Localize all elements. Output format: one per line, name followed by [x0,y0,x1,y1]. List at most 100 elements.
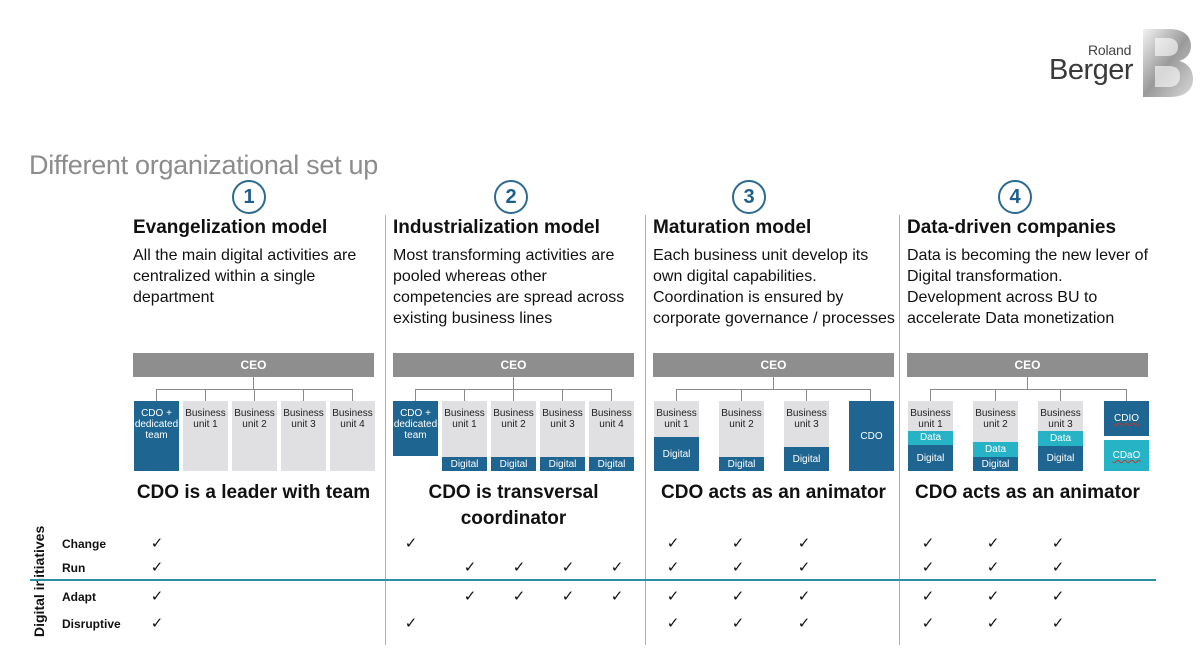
checkmark-icon: ✓ [1051,588,1065,605]
digital-box: Digital [491,457,536,471]
checkmark-icon: ✓ [986,588,1000,605]
checkmark-icon: ✓ [561,588,575,605]
model-title-3: Maturation model [653,217,812,238]
connector [562,389,563,401]
checkmark-icon: ✓ [150,559,164,576]
connector [464,389,465,401]
connector [1060,389,1061,401]
checkmark-icon: ✓ [986,615,1000,632]
cdio-box: CDIO [1104,401,1149,436]
column-separator-3 [899,215,900,645]
column-separator-1 [385,215,386,645]
checkmark-icon: ✓ [666,559,680,576]
checkmark-icon: ✓ [610,588,624,605]
ceo-bar-4: CEO [907,353,1148,377]
model-title-4: Data-driven companies [907,217,1117,238]
checkmark-icon: ✓ [666,535,680,552]
connector [995,389,996,401]
business-unit-box: Business unit 2 [232,401,277,471]
checkmark-icon: ✓ [986,535,1000,552]
checkmark-icon: ✓ [921,535,935,552]
checkmark-icon: ✓ [512,559,526,576]
connector [513,389,514,401]
connector [741,389,742,401]
logo-b-icon [1143,29,1193,97]
caption-1: CDO is a leader with team [136,482,371,503]
digital-box: Digital [442,457,487,471]
digital-box: Digital [540,457,585,471]
checkmark-icon: ✓ [666,615,680,632]
business-unit-box: Business unit 3 [1038,401,1083,431]
digital-box: Digital [784,447,829,471]
column-separator-2 [645,215,646,645]
business-unit-box: Business unit 1 [908,401,953,431]
connector [253,377,254,389]
checkmark-icon: ✓ [404,615,418,632]
digital-initiatives-label: Digital initiatives [31,525,47,637]
business-unit-box: Business unit 3 [540,401,585,457]
caption-2: CDO is transversal coordinator [428,482,599,529]
row-label-change: Change [62,537,107,551]
connector [205,389,206,401]
initiatives-divider [30,579,1156,581]
row-label-adapt: Adapt [62,590,96,604]
checkmark-icon: ✓ [797,559,811,576]
data-box: Data [908,431,953,445]
business-unit-box: Business unit 4 [330,401,375,471]
checkmark-icon: ✓ [561,559,575,576]
model-description-3: Each business unit develop its own digita… [653,247,895,327]
checkmark-icon: ✓ [1051,615,1065,632]
row-label-run: Run [62,561,86,575]
business-unit-box: Business unit 2 [491,401,536,457]
checkmark-icon: ✓ [731,615,745,632]
connector [1027,377,1028,389]
cdo-team-box: CDO + dedicated team [134,401,179,471]
ceo-bar-2: CEO [393,353,634,377]
checkmark-icon: ✓ [921,588,935,605]
checkmark-icon: ✓ [1051,535,1065,552]
digital-box: Digital [973,457,1018,471]
digital-box: Digital [1038,446,1083,471]
connector [513,377,514,389]
checkmark-icon: ✓ [986,559,1000,576]
model-number-3: 3 [732,180,766,214]
checkmark-icon: ✓ [610,559,624,576]
digital-box: Digital [654,437,699,471]
logo-roland-text: Roland [1088,42,1132,58]
connector [254,389,255,401]
business-unit-box: Business unit 2 [973,401,1018,442]
ceo-bar-3: CEO [653,353,894,377]
checkmark-icon: ✓ [150,588,164,605]
checkmark-icon: ✓ [150,535,164,552]
checkmark-icon: ✓ [404,535,418,552]
model-description-1: All the main digital activities are centr… [133,247,357,306]
connector [676,389,871,401]
checkmark-icon: ✓ [731,588,745,605]
digital-box: Digital [908,445,953,471]
checkmark-icon: ✓ [921,559,935,576]
checkmark-icon: ✓ [463,588,477,605]
model-number-4: 4 [998,180,1032,214]
checkmark-icon: ✓ [797,535,811,552]
checkmark-icon: ✓ [150,615,164,632]
data-box: Data [973,442,1018,457]
row-label-disruptive: Disruptive [62,617,121,631]
data-box: Data [1038,431,1083,446]
ceo-bar-1: CEO [133,353,374,377]
connector [806,389,807,401]
model-number-1: 1 [232,180,266,214]
checkmark-icon: ✓ [797,615,811,632]
model-title-2: Industrialization model [393,217,600,238]
business-unit-box: Business unit 3 [281,401,326,471]
caption-3: CDO acts as an animator [661,482,886,503]
checkmark-icon: ✓ [731,559,745,576]
business-unit-box: Business unit 1 [442,401,487,457]
checkmark-icon: ✓ [1051,559,1065,576]
page-title: Different organizational set up [29,150,378,180]
model-number-2: 2 [494,180,528,214]
checkmark-icon: ✓ [463,559,477,576]
cdao-box: CDaO [1104,440,1149,471]
digital-box: Digital [589,457,634,471]
model-title-1: Evangelization model [133,217,328,238]
connector [303,389,304,401]
